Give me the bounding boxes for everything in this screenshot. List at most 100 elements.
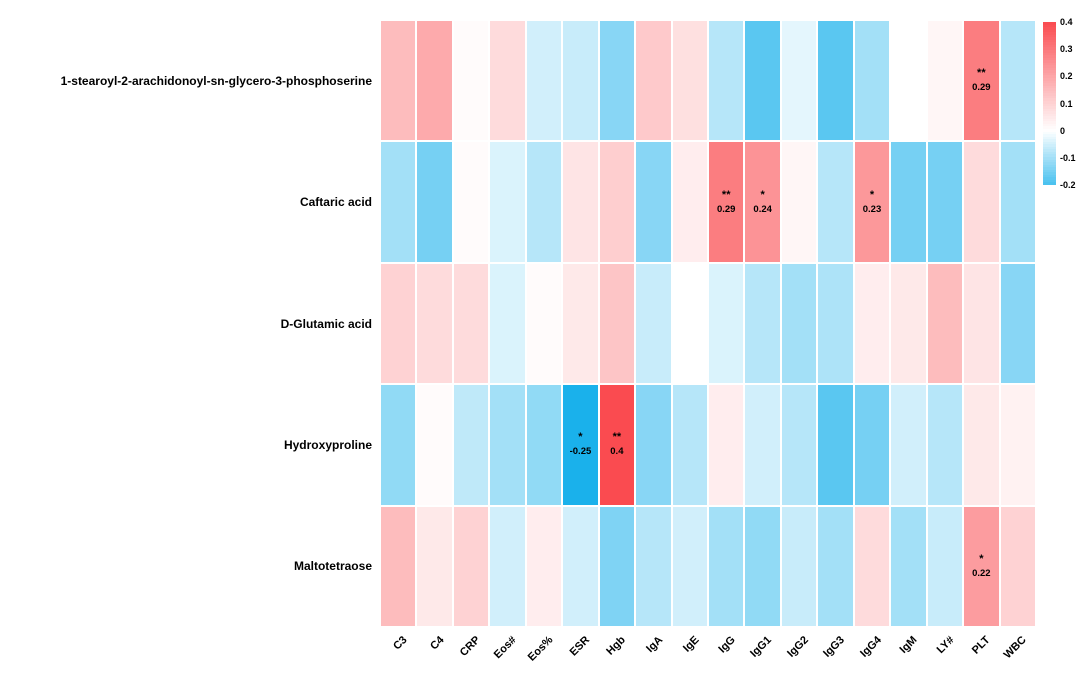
heatmap-cell: [780, 384, 818, 506]
heatmap-cell: [562, 141, 599, 263]
correlation-value: 0.4: [610, 446, 624, 458]
heatmap-cell: [489, 384, 526, 506]
heatmap-cell: [489, 141, 526, 263]
heatmap-cell: [416, 262, 453, 385]
heatmap-cell: [671, 141, 708, 263]
heatmap-cell: [890, 141, 927, 263]
heatmap-cell: [853, 262, 891, 385]
heatmap-cell: [744, 262, 781, 385]
heatmap-cell: [963, 262, 1000, 385]
heatmap-cell: [562, 262, 599, 385]
heatmap-cell: [853, 20, 891, 142]
col-label: Eos%: [525, 634, 556, 664]
heatmap-cell: [380, 262, 417, 385]
heatmap-cell: [380, 141, 417, 263]
heatmap-cell: [817, 20, 854, 142]
colorbar-tick-label: 0.1: [1060, 98, 1073, 109]
colorbar-tick-label: -0.2: [1060, 180, 1076, 190]
heatmap-cell: ** 0.4: [598, 384, 636, 506]
significance-stars: **: [721, 188, 731, 201]
heatmap-cell: [744, 505, 781, 627]
heatmap-cell: * 0.23: [853, 141, 891, 263]
col-label: Eos#: [491, 634, 520, 662]
significance-stars: **: [612, 431, 622, 444]
heatmap-cell: [525, 262, 563, 385]
heatmap-cell: [780, 141, 818, 263]
heatmap-cell: [562, 505, 599, 627]
heatmap-cell: [890, 505, 927, 627]
heatmap-cell: [489, 505, 526, 627]
heatmap-cell: [963, 141, 1000, 263]
correlation-value: 0.29: [972, 82, 991, 94]
heatmap-cell: * 0.22: [963, 505, 1000, 627]
col-label: IgA: [643, 634, 665, 656]
heatmap-cell: ** 0.29: [707, 141, 745, 263]
heatmap-cell: [635, 505, 672, 627]
heatmap-cell: [999, 20, 1036, 142]
col-label: LY#: [934, 634, 957, 657]
colorbar: 0.4 0.3 0.2 0.1 0 -0.1 -0.2: [1043, 17, 1080, 192]
correlation-value: 0.24: [753, 203, 772, 215]
col-label: IgG2: [784, 634, 811, 660]
heatmap-cell: [635, 262, 672, 385]
colorbar-tick-label: 0.2: [1060, 71, 1073, 82]
heatmap-cell: [707, 20, 745, 142]
significance-stars: *: [578, 431, 583, 444]
heatmap-cell: [671, 20, 708, 142]
significance-stars: *: [979, 552, 984, 565]
heatmap-cell: [562, 20, 599, 142]
col-label: C3: [391, 634, 410, 653]
heatmap-cell: [999, 141, 1036, 263]
heatmap-cell: [963, 384, 1000, 506]
heatmap-cell: [744, 20, 781, 142]
heatmap-cell: [890, 262, 927, 385]
colorbar-tick-label: 0.3: [1060, 44, 1073, 55]
correlation-value: -0.25: [569, 446, 592, 458]
colorbar-tick-label: -0.1: [1060, 152, 1076, 163]
heatmap-cell: [489, 262, 526, 385]
row-labels: 1-stearoyl-2-arachidonoyl-sn-glycero-3-p…: [0, 20, 372, 627]
heatmap-cell: [416, 384, 453, 506]
significance-stars: **: [977, 67, 986, 80]
significance-stars: *: [869, 188, 875, 201]
heatmap-cell: [671, 384, 708, 506]
heatmap-cell: [707, 505, 745, 627]
correlation-value: 0.22: [972, 567, 991, 579]
heatmap-cell: * 0.24: [744, 141, 781, 263]
col-label: WBC: [1002, 634, 1030, 662]
heatmap-cell: [817, 384, 854, 506]
correlation-value: 0.23: [862, 203, 882, 215]
heatmap-cell: * -0.25: [562, 384, 599, 506]
heatmap-cell: [999, 262, 1036, 385]
heatmap-cell: [853, 505, 891, 627]
col-label: IgE: [680, 634, 702, 655]
col-label: ESR: [567, 634, 592, 659]
heatmap-cell: [926, 141, 964, 263]
heatmap-cell: [926, 20, 964, 142]
row-label: Hydroxyproline: [283, 437, 372, 452]
row-label: Caftaric acid: [299, 195, 372, 210]
heatmap-cell: [452, 20, 490, 142]
heatmap-cell: ** 0.29: [963, 20, 1000, 142]
col-label: PLT: [970, 634, 993, 657]
heatmap-cell: [999, 505, 1036, 627]
heatmap-cell: [380, 20, 417, 142]
row-label: D-Glutamic acid: [280, 316, 372, 331]
heatmap-cell: [926, 384, 964, 506]
col-label: C4: [427, 634, 447, 653]
heatmap-cell: [780, 262, 818, 385]
heatmap-cell: [707, 262, 745, 385]
heatmap-cell: [671, 262, 708, 385]
col-label: IgG: [716, 634, 738, 656]
heatmap-cell: [525, 20, 563, 142]
heatmap-cell: [525, 141, 563, 263]
col-label: CRP: [457, 634, 483, 659]
col-label: IgM: [898, 634, 920, 656]
col-label: IgG1: [748, 634, 775, 660]
heatmap-cell: [635, 141, 672, 263]
heatmap-cell: [744, 384, 781, 506]
colorbar-tick-label: 0: [1060, 125, 1066, 136]
heatmap-cell: [635, 20, 672, 142]
colorbar-tick-label: 0.4: [1060, 17, 1073, 27]
heatmap-cell: [707, 384, 745, 506]
